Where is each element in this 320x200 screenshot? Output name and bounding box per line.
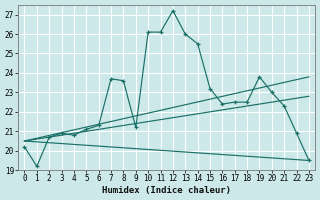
X-axis label: Humidex (Indice chaleur): Humidex (Indice chaleur)	[102, 186, 231, 195]
